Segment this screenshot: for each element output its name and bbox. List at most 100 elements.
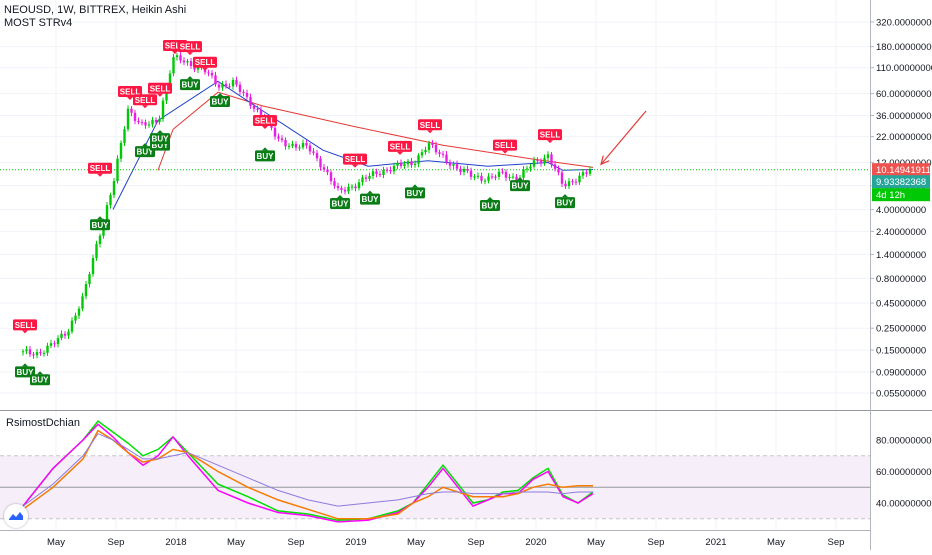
candle-body (46, 345, 49, 353)
candle-body (25, 349, 28, 352)
signal-box (388, 140, 412, 152)
signal-box (343, 153, 367, 165)
candle-body (571, 181, 574, 183)
candle-body (438, 152, 441, 154)
candle-body (585, 172, 588, 174)
signal-pointer (202, 67, 208, 71)
candle-body (504, 171, 508, 178)
candle-body (123, 129, 126, 143)
candle-body (410, 161, 413, 166)
candle-body (119, 142, 123, 159)
time-tick-label: May (227, 537, 245, 548)
candle-body (88, 274, 91, 285)
signal-box (480, 199, 500, 211)
time-tick-label: May (587, 537, 605, 548)
annotation-arrow-head (600, 155, 610, 166)
oscillator-tick-label: 80.00000000 (876, 436, 931, 447)
annotation-arrow-line (600, 110, 647, 165)
buy-signal: BUY (15, 363, 35, 378)
candle-body (343, 189, 347, 192)
signal-label: SELL (195, 58, 216, 67)
buy-signal: BUY (210, 92, 230, 107)
signal-pointer (337, 195, 343, 199)
signal-box (493, 139, 517, 151)
candle-body (550, 154, 553, 165)
signal-box (13, 319, 37, 331)
candle-body (221, 83, 224, 88)
candle-body (424, 149, 427, 153)
candle-body (273, 127, 277, 137)
candle-body (42, 352, 46, 354)
candle-body (396, 162, 399, 166)
signal-pointer (367, 190, 373, 194)
signal-labels: SELLBUYBUYSELLBUYSELLSELLBUYBUYSELLBUYSE… (13, 39, 575, 386)
candle-body (60, 333, 63, 339)
signal-box (210, 95, 230, 107)
candle-body (84, 284, 88, 297)
most-value-tag: 9.93382368 (872, 175, 930, 189)
candle-body (578, 175, 581, 183)
candle-body (294, 144, 298, 148)
last-price-tag-text: 10.14941911 (876, 165, 931, 176)
signal-label: BUY (407, 189, 425, 198)
time-tick-label: May (47, 537, 65, 548)
candle-body (298, 147, 301, 149)
candle-body (455, 164, 459, 169)
candle-body (158, 118, 161, 123)
candle-body (112, 181, 116, 196)
signal-pointer (262, 126, 268, 130)
time-tick-label: Sep (648, 537, 665, 548)
candle-body (382, 169, 385, 175)
signal-box (330, 198, 350, 210)
signal-box (30, 374, 50, 386)
candle-body (448, 162, 452, 166)
time-tick-label: Sep (288, 537, 305, 548)
price-tick-label: 0.25000000 (876, 324, 926, 335)
candle-body (466, 168, 469, 171)
candle-body (427, 143, 431, 150)
candle-body (315, 152, 319, 159)
candle-body (252, 105, 256, 109)
candle-body (322, 167, 326, 170)
time-tick-label: May (767, 537, 785, 548)
candle-body (161, 100, 165, 119)
time-tick-label: Sep (468, 537, 485, 548)
signal-label: SELL (165, 41, 186, 50)
signal-box (193, 56, 217, 68)
candle-body (32, 354, 35, 356)
candle-body (21, 351, 25, 353)
candle-body (480, 175, 483, 181)
axes: 320.00000000 180.00000000 110.00000000 60.0… (47, 18, 932, 549)
ma-blue-line (112, 80, 594, 210)
signal-box (88, 162, 112, 174)
last-price-tag-box (872, 163, 930, 177)
signal-pointer (487, 196, 493, 200)
signal-label: BUY (482, 201, 500, 210)
candle-body (249, 96, 252, 106)
signal-pointer (397, 151, 403, 155)
candle-body (70, 320, 74, 332)
candle-body (238, 84, 242, 92)
candle-body (301, 142, 305, 148)
candle-body (417, 155, 420, 164)
candle-body (49, 343, 53, 346)
signal-pointer (562, 194, 568, 198)
candle-body (214, 75, 217, 85)
time-tick-label: May (407, 537, 425, 548)
candle-body (357, 182, 361, 189)
signal-pointer (97, 173, 103, 177)
signal-pointer (157, 93, 163, 97)
signal-label: BUY (332, 200, 350, 209)
price-tick-label: 22.00000000 (876, 132, 931, 143)
tradingview-logo-icon[interactable] (4, 504, 28, 528)
symbol-title: NEOUSD, 1W, BITTREX, Heikin Ashi (4, 4, 187, 16)
candle-body (452, 164, 455, 166)
candle-body (462, 168, 466, 172)
chart-header: NEOUSD, 1W, BITTREX, Heikin Ashi MOST ST… (4, 4, 186, 30)
candle-body (501, 171, 504, 173)
signal-pointer (547, 140, 553, 144)
buy-signal: BUY (510, 177, 530, 192)
signal-box (133, 94, 157, 106)
time-tick-label: 2020 (525, 537, 546, 548)
candle-body (284, 140, 287, 147)
